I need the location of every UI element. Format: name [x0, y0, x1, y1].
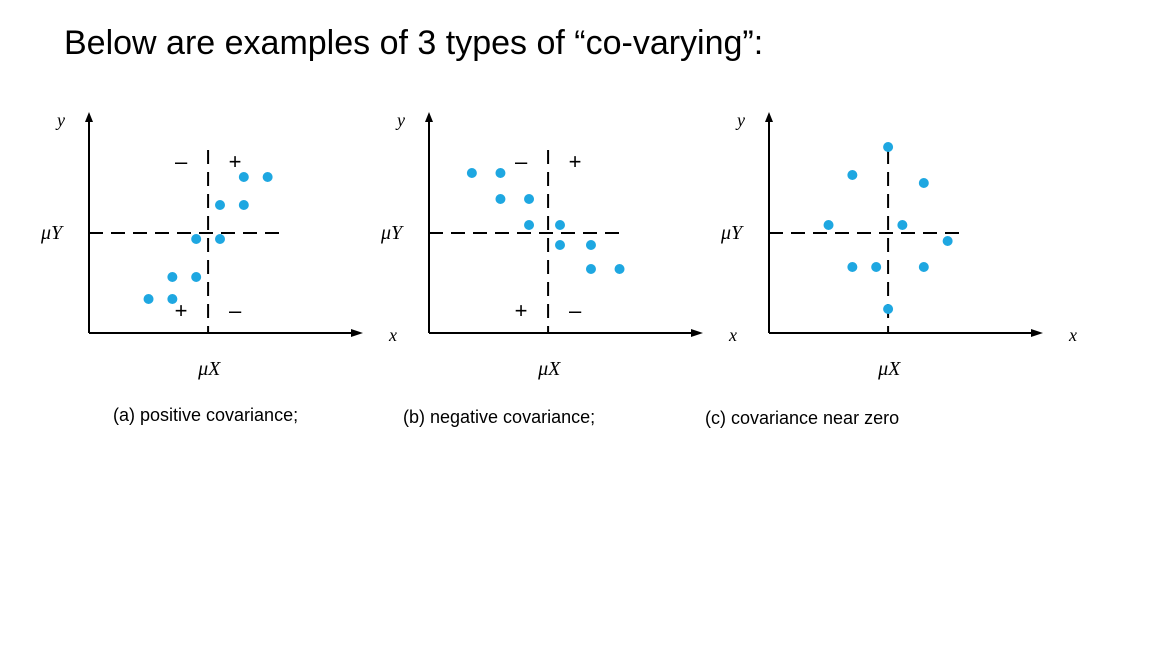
- mean-x-label: μX: [877, 358, 901, 380]
- scatter-point: [942, 236, 953, 246]
- mean-y-label: μY: [40, 222, 64, 244]
- quadrant-sign-bottom-right: –: [569, 298, 582, 323]
- scatter-point: [897, 220, 908, 230]
- slide-title: Below are examples of 3 types of “co-var…: [64, 24, 764, 62]
- scatter-point: [871, 262, 882, 272]
- scatter-point: [585, 264, 596, 274]
- scatter-plot-near-zero: y x μX μY: [720, 100, 1077, 400]
- scatter-point: [262, 172, 273, 182]
- y-axis-arrow: [425, 112, 433, 122]
- scatter-point: [614, 264, 625, 274]
- quadrant-sign-bottom-left: +: [515, 298, 528, 323]
- scatter-point: [918, 262, 929, 272]
- scatter-point: [847, 170, 858, 180]
- scatter-point: [555, 220, 565, 230]
- scatter-point: [238, 172, 249, 182]
- scatter-point: [524, 220, 535, 230]
- scatter-point: [191, 272, 202, 282]
- mean-x-label: μX: [197, 358, 221, 380]
- scatter-point: [191, 234, 202, 244]
- y-axis-arrow: [765, 112, 773, 122]
- x-axis-label: x: [728, 325, 737, 345]
- quadrant-sign-top-left: –: [175, 149, 188, 174]
- caption-positive: (a) positive covariance;: [113, 405, 299, 425]
- scatter-point: [883, 304, 894, 314]
- scatter-point: [215, 200, 225, 210]
- scatter-point: [167, 272, 178, 282]
- x-axis-label: x: [1068, 325, 1077, 345]
- scatter-point: [495, 194, 506, 204]
- scatter-point: [847, 262, 858, 272]
- scatter-point: [466, 168, 477, 178]
- scatter-point: [238, 200, 249, 210]
- quadrant-sign-top-left: –: [515, 149, 528, 174]
- y-axis-label: y: [55, 110, 65, 130]
- plot-canvas: y x μX μY – + + –: [40, 110, 397, 380]
- mean-y-label: μY: [380, 222, 404, 244]
- mean-y-label: μY: [720, 222, 744, 244]
- x-axis-arrow: [1031, 329, 1043, 337]
- scatter-point: [143, 294, 154, 304]
- scatter-point: [555, 240, 565, 250]
- scatter-plot-positive: y x μX μY – + + –: [40, 100, 397, 400]
- scatter-point: [585, 240, 596, 250]
- y-axis-arrow: [85, 112, 93, 122]
- scatter-point: [524, 194, 535, 204]
- scatter-point: [167, 294, 178, 304]
- plot-canvas: y x μX μY – + + –: [380, 110, 737, 380]
- x-axis-arrow: [351, 329, 363, 337]
- x-axis-label: x: [388, 325, 397, 345]
- quadrant-sign-top-right: +: [229, 149, 242, 174]
- scatter-point: [918, 178, 929, 188]
- scatter-point: [215, 234, 225, 244]
- caption-negative: (b) negative covariance;: [403, 407, 596, 427]
- caption-near-zero: (c) covariance near zero: [705, 408, 900, 428]
- quadrant-sign-bottom-left: +: [175, 298, 188, 323]
- y-axis-label: y: [395, 110, 405, 130]
- scatter-point: [823, 220, 834, 230]
- x-axis-arrow: [691, 329, 703, 337]
- plot-canvas: y x μX μY: [720, 110, 1077, 380]
- scatter-plot-negative: y x μX μY – + + –: [380, 100, 737, 400]
- scatter-point: [495, 168, 506, 178]
- mean-x-label: μX: [537, 358, 561, 380]
- quadrant-sign-top-right: +: [569, 149, 582, 174]
- scatter-point: [883, 142, 894, 152]
- y-axis-label: y: [735, 110, 745, 130]
- quadrant-sign-bottom-right: –: [229, 298, 242, 323]
